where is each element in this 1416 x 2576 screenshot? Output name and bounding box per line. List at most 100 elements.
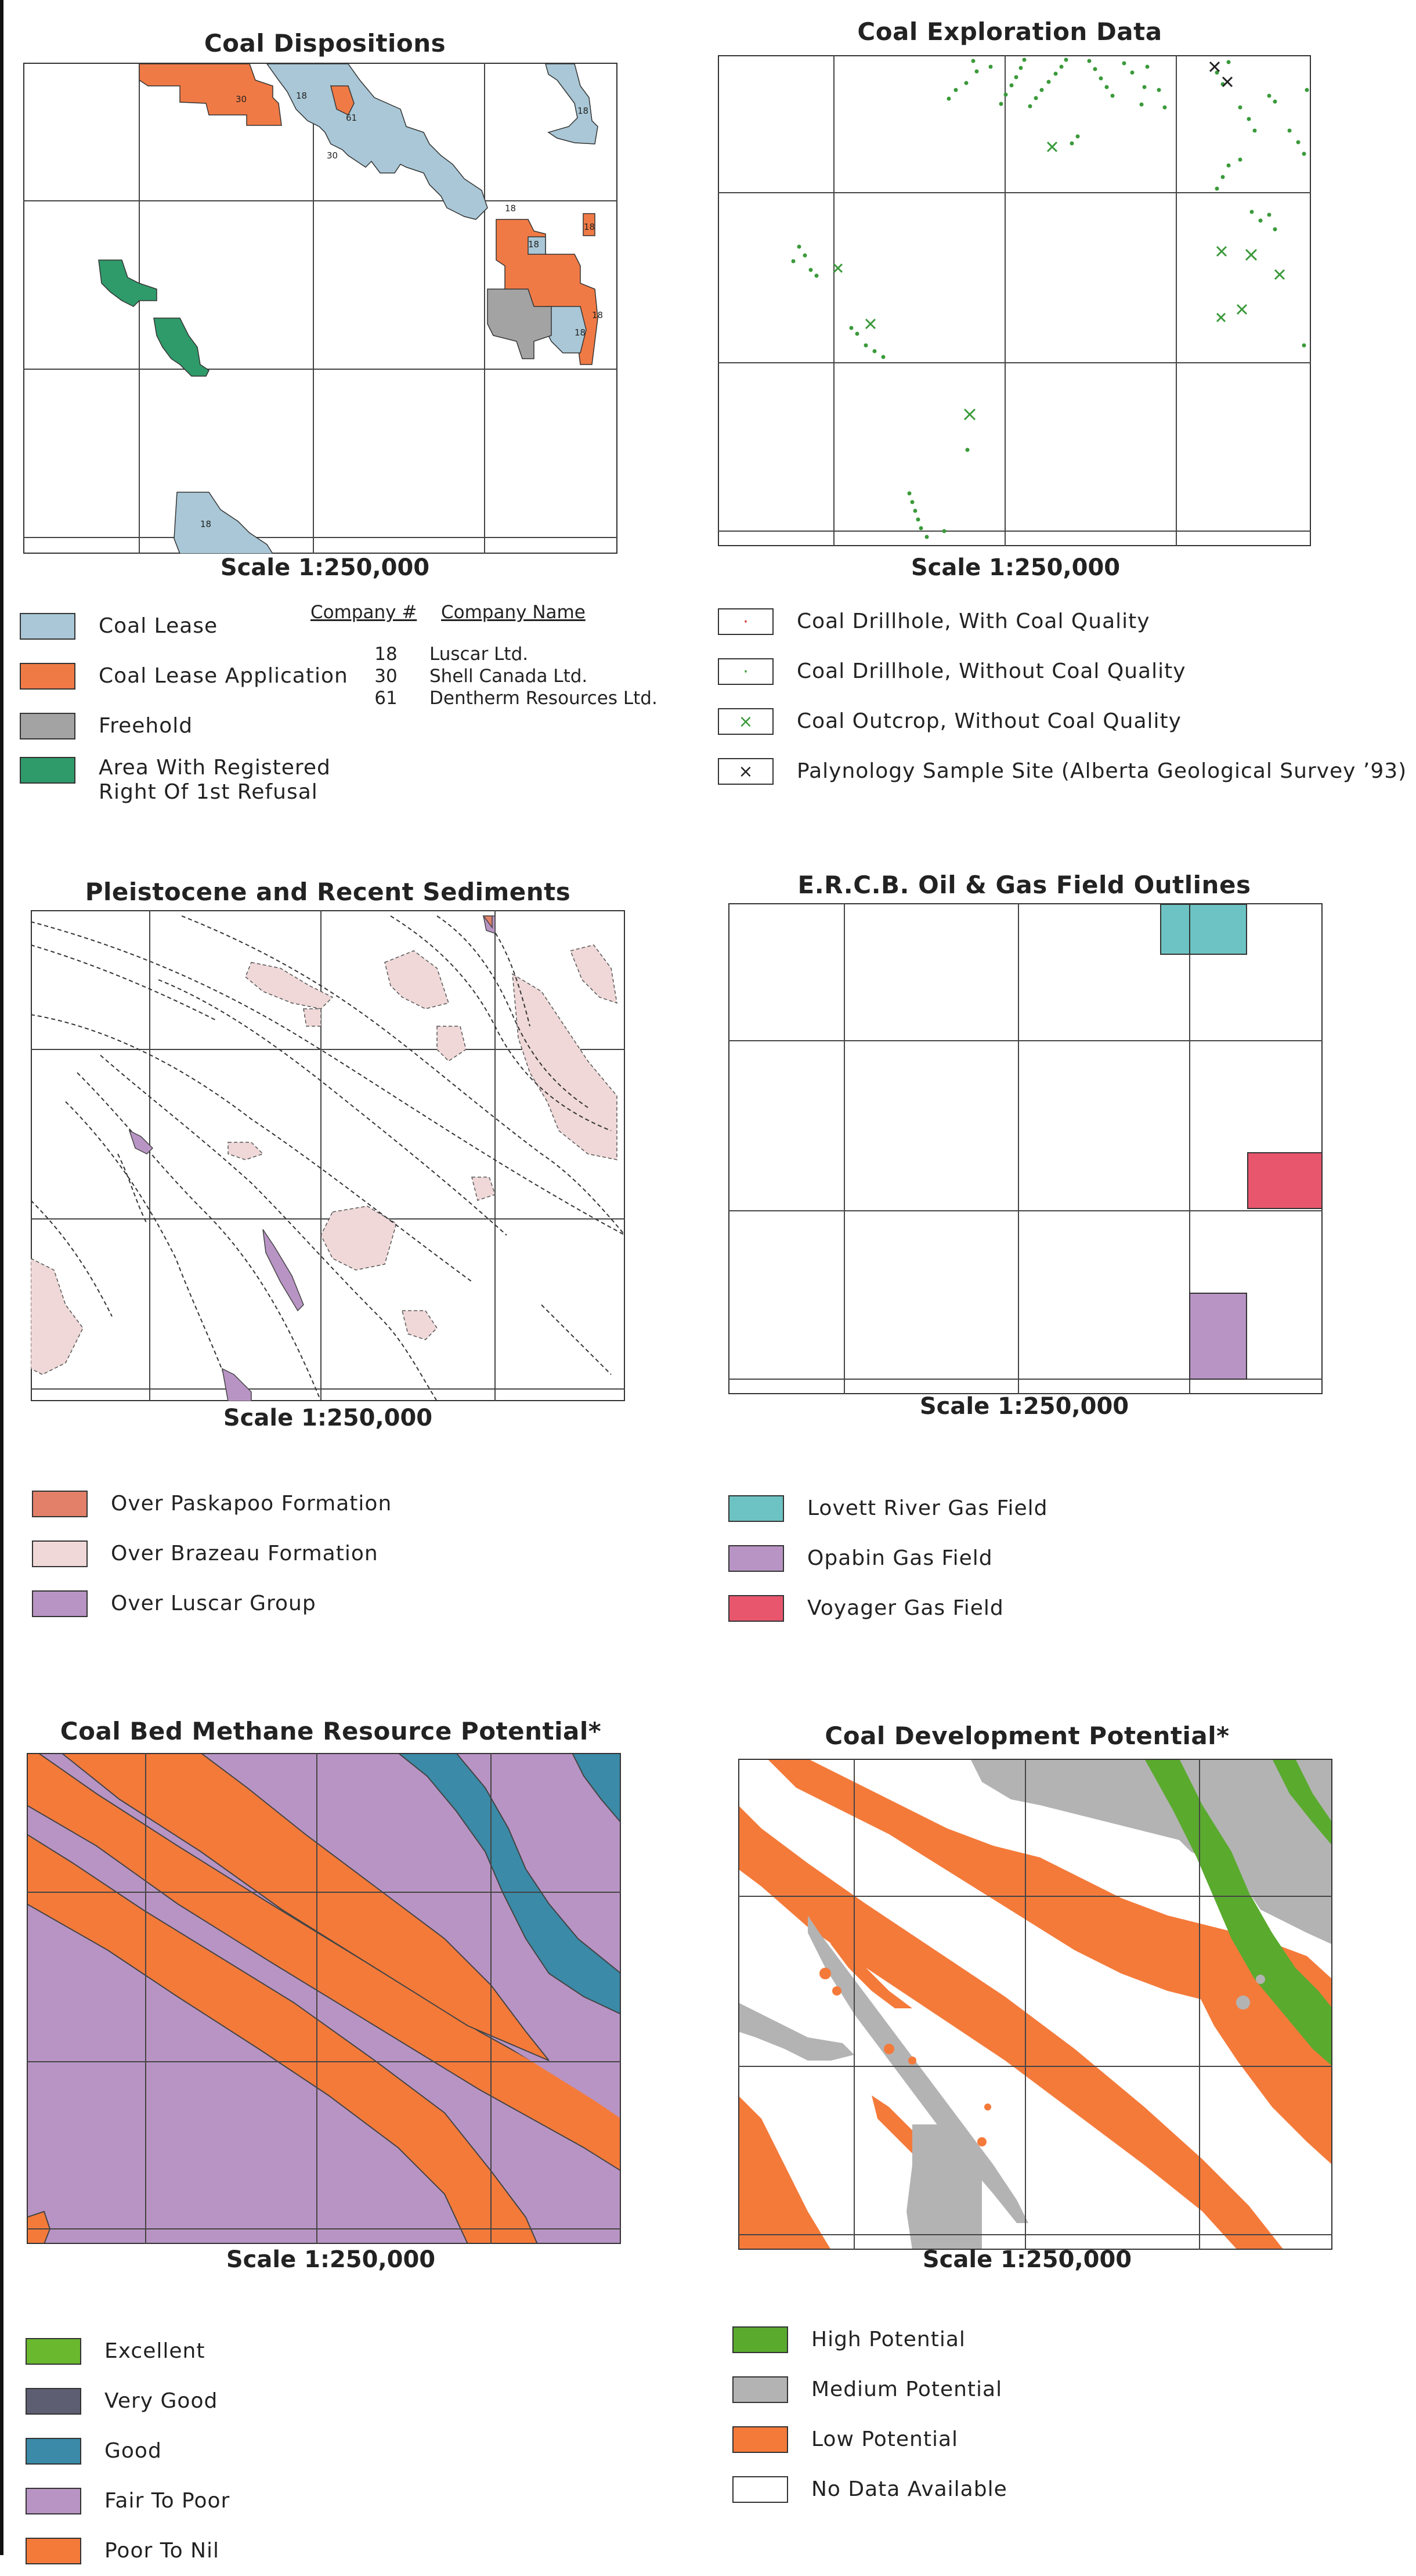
legend-item-good: Good xyxy=(26,2426,230,2476)
pleistocene-title: Pleistocene and Recent Sediments xyxy=(85,878,571,906)
ercb-title: E.R.C.B. Oil & Gas Field Outlines xyxy=(797,871,1251,899)
cbm-legend: Excellent Very Good Good Fair To Poor Po… xyxy=(26,2326,230,2576)
pleistocene-map[interactable] xyxy=(31,910,625,1401)
pleistocene-legend: Over Paskapoo Formation Over Brazeau For… xyxy=(32,1479,392,1629)
legend-symbol: × xyxy=(718,758,774,785)
legend-item-fair-to-poor: Fair To Poor xyxy=(26,2476,230,2526)
legend-label: Freehold xyxy=(99,714,193,738)
legend-item-freehold: Freehold xyxy=(20,701,348,751)
legend-item-luscar: Over Luscar Group xyxy=(32,1579,392,1629)
legend-label: Lovett River Gas Field xyxy=(807,1496,1048,1520)
exploration-legend: · Coal Drillhole, With Coal Quality · Co… xyxy=(718,597,1407,796)
coal-dispositions-legend: Coal Lease Coal Lease Application Freeho… xyxy=(20,601,348,809)
company-row: 61 Dentherm Resources Ltd. xyxy=(310,687,658,709)
company-row: 30 Shell Canada Ltd. xyxy=(310,665,658,687)
company-table: Company # Company Name 18 Luscar Ltd. 30… xyxy=(310,601,658,709)
legend-label: Palynology Sample Site (Alberta Geologic… xyxy=(797,759,1407,783)
map-label: 18 xyxy=(577,106,588,116)
legend-label: High Potential xyxy=(811,2328,966,2351)
legend-label-line2: Right Of 1st Refusal xyxy=(99,780,318,804)
legend-swatch xyxy=(26,2538,81,2564)
legend-label: Coal Drillhole, With Coal Quality xyxy=(797,609,1150,633)
legend-swatch xyxy=(20,713,75,739)
legend-swatch xyxy=(32,1540,88,1567)
legend-item-lovett-river: Lovett River Gas Field xyxy=(728,1484,1048,1534)
legend-item-very-good: Very Good xyxy=(26,2376,230,2426)
company-number: 61 xyxy=(374,688,398,709)
pleistocene-scale: Scale 1:250,000 xyxy=(223,1405,433,1431)
legend-item-drillhole-without-quality: · Coal Drillhole, Without Coal Quality xyxy=(718,647,1407,697)
map-label: 18 xyxy=(528,239,539,250)
legend-item-coal-lease-application: Coal Lease Application xyxy=(20,651,348,701)
exploration-scale: Scale 1:250,000 xyxy=(911,554,1121,581)
coal-dispositions-map[interactable]: 30 18 61 30 18 18 18 18 18 18 18 xyxy=(23,63,617,554)
legend-item-poor-to-nil: Poor To Nil xyxy=(26,2526,230,2576)
legend-item-paskapoo: Over Paskapoo Formation xyxy=(32,1479,392,1529)
coal-dispositions-scale: Scale 1:250,000 xyxy=(220,554,430,581)
legend-label: Medium Potential xyxy=(811,2377,1003,2401)
legend-item-area-right-of-refusal: Area With Registered Right Of 1st Refusa… xyxy=(20,751,348,809)
map-label: 18 xyxy=(296,91,307,101)
legend-label: Opabin Gas Field xyxy=(807,1546,993,1570)
development-legend: High Potential Medium Potential Low Pote… xyxy=(732,2315,1007,2514)
legend-label: Over Brazeau Formation xyxy=(111,1542,378,1565)
development-map[interactable] xyxy=(738,1759,1332,2250)
company-number: 18 xyxy=(374,644,398,665)
legend-swatch xyxy=(20,613,75,640)
legend-item-palynology-site: × Palynology Sample Site (Alberta Geolog… xyxy=(718,746,1407,796)
legend-label: Over Paskapoo Formation xyxy=(111,1492,392,1516)
legend-label: Very Good xyxy=(104,2389,218,2413)
cbm-map[interactable] xyxy=(27,1753,621,2244)
ercb-map[interactable] xyxy=(728,903,1323,1394)
company-name: Luscar Ltd. xyxy=(429,644,529,665)
cbm-title: Coal Bed Methane Resource Potential* xyxy=(60,1717,602,1745)
legend-item-opabin: Opabin Gas Field xyxy=(728,1534,1048,1583)
legend-item-outcrop: × Coal Outcrop, Without Coal Quality xyxy=(718,697,1407,746)
legend-swatch xyxy=(26,2438,81,2465)
legend-item-medium-potential: Medium Potential xyxy=(732,2365,1007,2415)
legend-swatch xyxy=(732,2326,788,2353)
exploration-title: Coal Exploration Data xyxy=(857,17,1162,46)
legend-swatch xyxy=(728,1595,784,1622)
legend-symbol: · xyxy=(718,658,774,685)
company-row: 18 Luscar Ltd. xyxy=(310,643,658,665)
coal-dispositions-title: Coal Dispositions xyxy=(204,29,446,57)
legend-item-high-potential: High Potential xyxy=(732,2315,1007,2365)
legend-symbol: × xyxy=(718,708,774,735)
map-label: 18 xyxy=(592,310,603,320)
map-label: 18 xyxy=(584,222,595,232)
map-label: 18 xyxy=(200,519,211,529)
legend-label: Area With Registered xyxy=(99,756,331,780)
legend-swatch xyxy=(26,2488,81,2514)
legend-label: Good xyxy=(104,2439,162,2463)
legend-label: Coal Lease Application xyxy=(99,664,348,688)
legend-label: Over Luscar Group xyxy=(111,1592,316,1615)
legend-label: Poor To Nil xyxy=(104,2539,219,2563)
company-name: Shell Canada Ltd. xyxy=(429,666,588,687)
company-name: Dentherm Resources Ltd. xyxy=(429,688,658,709)
map-label: 18 xyxy=(505,203,516,214)
legend-item-coal-lease: Coal Lease xyxy=(20,601,348,651)
map-label: 18 xyxy=(575,327,586,338)
legend-item-drillhole-with-quality: · Coal Drillhole, With Coal Quality xyxy=(718,597,1407,647)
legend-label: Low Potential xyxy=(811,2427,959,2451)
ercb-legend: Lovett River Gas Field Opabin Gas Field … xyxy=(728,1484,1048,1633)
legend-swatch xyxy=(728,1495,784,1522)
company-name-header: Company Name xyxy=(441,602,586,623)
legend-swatch xyxy=(732,2376,788,2403)
legend-label: Coal Lease xyxy=(99,614,218,638)
legend-swatch xyxy=(728,1545,784,1572)
legend-label: Coal Drillhole, Without Coal Quality xyxy=(797,659,1186,683)
development-scale: Scale 1:250,000 xyxy=(922,2246,1132,2273)
legend-label: Excellent xyxy=(104,2339,205,2363)
cbm-scale: Scale 1:250,000 xyxy=(226,2246,436,2273)
development-title: Coal Development Potential* xyxy=(825,1722,1230,1750)
legend-item-brazeau: Over Brazeau Formation xyxy=(32,1529,392,1579)
legend-label: No Data Available xyxy=(811,2477,1007,2501)
legend-swatch xyxy=(26,2388,81,2415)
legend-symbol: · xyxy=(718,608,774,635)
legend-swatch xyxy=(20,757,75,784)
legend-item-voyager: Voyager Gas Field xyxy=(728,1583,1048,1633)
legend-swatch xyxy=(26,2338,81,2365)
exploration-map[interactable] xyxy=(718,55,1311,546)
